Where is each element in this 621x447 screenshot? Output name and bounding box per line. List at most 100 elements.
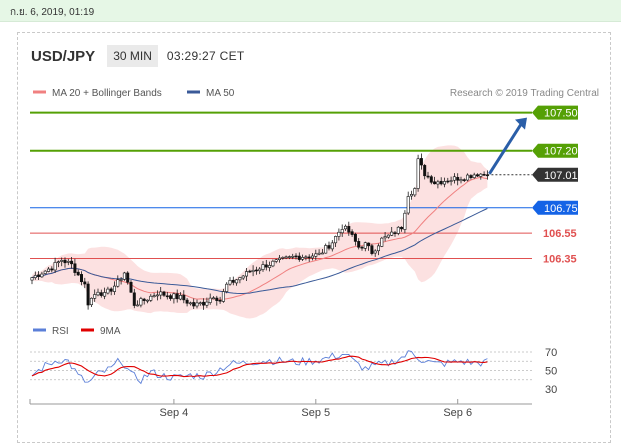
- candle: [162, 290, 166, 297]
- candle-body: [221, 291, 225, 302]
- timeframe-badge[interactable]: 30 MIN: [107, 45, 158, 67]
- candle: [334, 235, 338, 247]
- candle: [367, 242, 371, 251]
- candle-body: [159, 291, 163, 296]
- candle: [149, 294, 153, 303]
- candle: [396, 226, 400, 236]
- candle: [343, 224, 347, 231]
- candle-body: [456, 177, 460, 181]
- candle: [155, 290, 159, 301]
- candle: [337, 228, 341, 241]
- candle-body: [228, 280, 232, 285]
- candle: [142, 297, 146, 305]
- ma20-legend-label: MA 20 + Bollinger Bands: [52, 88, 162, 99]
- candle: [294, 253, 298, 260]
- candle: [33, 271, 37, 280]
- currency-pair: USD/JPY: [31, 47, 96, 65]
- candle-body: [241, 275, 245, 279]
- candle: [475, 173, 479, 177]
- candle-body: [376, 245, 380, 252]
- candle-body: [109, 288, 113, 292]
- candle: [109, 287, 113, 296]
- candle-body: [363, 242, 367, 249]
- candle-body: [403, 212, 407, 230]
- candle: [159, 286, 163, 300]
- candle-body: [136, 304, 140, 307]
- candle-body: [248, 270, 252, 273]
- candle-body: [43, 270, 47, 274]
- candle: [80, 271, 84, 286]
- candle: [251, 265, 255, 277]
- candle-body: [274, 259, 278, 262]
- candle: [449, 176, 453, 186]
- candle: [324, 243, 328, 254]
- candle-body: [258, 268, 262, 272]
- candle-body: [297, 255, 301, 260]
- candle-body: [86, 283, 90, 306]
- x-tick-label-sep-5: Sep 5: [301, 407, 330, 419]
- candle-body: [245, 271, 249, 277]
- candle-body: [37, 274, 41, 277]
- candle: [258, 267, 262, 275]
- candle: [56, 260, 60, 268]
- candle: [442, 177, 446, 188]
- rsi-tick-label-50: 50: [545, 366, 557, 378]
- candle-body: [264, 264, 268, 268]
- candle-body: [327, 245, 331, 249]
- candle-body: [93, 294, 97, 299]
- candle: [179, 292, 183, 301]
- candle: [172, 292, 176, 304]
- candle-body: [469, 175, 473, 178]
- candle: [261, 261, 265, 272]
- candle-body: [472, 174, 476, 178]
- candle: [93, 289, 97, 302]
- candle: [195, 299, 199, 309]
- candle-body: [192, 302, 196, 307]
- candle: [37, 271, 41, 281]
- resistance-tag-107-50: [532, 105, 578, 120]
- candle-body: [337, 231, 341, 237]
- candle-body: [231, 279, 235, 283]
- candle: [406, 191, 410, 215]
- candle-body: [479, 173, 483, 177]
- candle: [373, 249, 377, 257]
- candle-body: [353, 233, 357, 242]
- candle-body: [386, 234, 390, 238]
- candle-body: [436, 181, 440, 185]
- candle-body: [99, 292, 103, 296]
- x-tick-label-sep-4: Sep 4: [160, 407, 189, 419]
- candle-body: [423, 165, 427, 177]
- candle-body: [80, 274, 84, 283]
- candle: [139, 296, 143, 308]
- bollinger-band: [32, 145, 488, 319]
- rsi-legend-label: RSI: [52, 326, 69, 337]
- candle-body: [139, 298, 143, 306]
- candle: [30, 276, 34, 285]
- candle-body: [89, 297, 93, 306]
- candle: [152, 292, 156, 298]
- candle: [99, 289, 103, 298]
- candle-body: [294, 255, 298, 258]
- candle: [277, 255, 281, 263]
- candle: [221, 288, 225, 303]
- candle-body: [195, 302, 199, 307]
- candle-body: [83, 281, 87, 285]
- candle-body: [396, 226, 400, 234]
- candle: [192, 298, 196, 309]
- candle-body: [416, 158, 420, 189]
- candle-body: [400, 226, 404, 230]
- candle: [212, 296, 216, 300]
- candle-body: [370, 245, 374, 254]
- candle: [215, 295, 219, 306]
- candle: [129, 280, 133, 294]
- candle-body: [33, 275, 37, 278]
- candle: [83, 277, 87, 289]
- candle: [287, 255, 291, 260]
- candle-body: [317, 252, 321, 255]
- chart-header: USD/JPY 30 MIN 03:29:27 CET: [31, 45, 245, 67]
- candle: [436, 179, 440, 189]
- target-arrow-line: [488, 121, 524, 175]
- candle: [86, 281, 90, 310]
- candle: [380, 236, 384, 248]
- candle-body: [380, 237, 384, 247]
